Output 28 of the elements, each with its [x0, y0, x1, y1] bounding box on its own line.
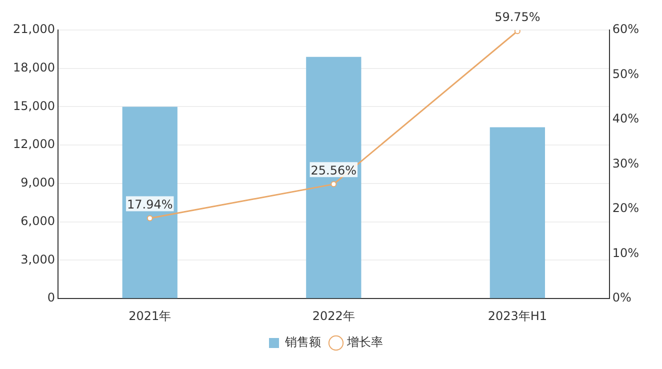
y2-tick-label: 50%: [612, 66, 639, 81]
data-label: 17.94%: [126, 197, 173, 212]
y-tick-label: 21,000: [12, 22, 55, 36]
y-tick-label: 18,000: [12, 60, 55, 74]
x-tick-label: 2022年: [312, 308, 355, 323]
data-label: 59.75%: [494, 10, 540, 24]
point: [146, 215, 153, 222]
data-label: 25.56%: [310, 163, 357, 178]
bar: [122, 106, 178, 298]
y2-tick-label: 30%: [612, 156, 639, 170]
bar: [490, 127, 546, 298]
y-tick-label: 9,000: [20, 176, 55, 190]
y-tick-label: 12,000: [12, 137, 55, 152]
point: [330, 181, 337, 188]
y-tick-label: 0: [47, 290, 55, 305]
y2-tick-label: 20%: [612, 201, 639, 216]
x-tick-label: 2023年H1: [488, 308, 548, 323]
y2-tick-label: 40%: [612, 112, 639, 126]
legend-label: 销售额: [284, 335, 321, 350]
y-tick-label: 6,000: [20, 214, 55, 228]
y2-tick-label: 10%: [612, 246, 639, 260]
bar: [306, 56, 362, 298]
x-tick-label: 2021年: [128, 308, 172, 323]
y2-tick-label: 60%: [612, 22, 639, 36]
legend-label: 增长率: [346, 335, 383, 350]
y2-tick-label: 0%: [612, 290, 632, 305]
y-tick-label: 3,000: [20, 252, 55, 266]
y-tick-label: 15,000: [12, 98, 55, 113]
